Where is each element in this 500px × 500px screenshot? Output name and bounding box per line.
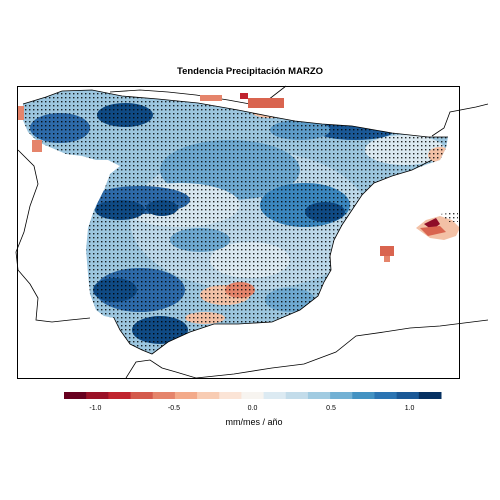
colorbar-swatch bbox=[130, 392, 154, 399]
colorbar-tick-label: 0.5 bbox=[326, 405, 336, 412]
colorbar-ticks: -1.0 -0.5 0.0 0.5 1.0 bbox=[89, 405, 414, 412]
colorbar-swatch bbox=[263, 392, 287, 399]
colorbar-tick-label: 0.0 bbox=[248, 405, 258, 412]
west-coast-negative-cells bbox=[18, 106, 24, 120]
colorbar-swatch bbox=[307, 392, 331, 399]
colorbar-tick-label: -1.0 bbox=[89, 405, 101, 412]
colorbar-swatch bbox=[418, 392, 442, 399]
colorbar-swatch bbox=[241, 392, 265, 399]
colorbar-swatch bbox=[86, 392, 109, 399]
colorbar-swatch bbox=[330, 392, 353, 399]
colorbar-swatch bbox=[197, 392, 220, 399]
colorbar-swatch bbox=[285, 392, 309, 399]
map-frame bbox=[17, 86, 460, 379]
colorbar-swatch bbox=[352, 392, 375, 399]
colorbar-swatch bbox=[396, 392, 420, 399]
colorbar-tick-label: -0.5 bbox=[168, 405, 180, 412]
north-coast-negative-cells bbox=[200, 95, 222, 101]
france-east-coastline bbox=[431, 103, 489, 137]
north-coast-negative-cells-2 bbox=[248, 98, 284, 108]
colorbar-swatch bbox=[374, 392, 398, 399]
colorbar-swatch bbox=[108, 392, 132, 399]
spain-coastline bbox=[22, 89, 448, 355]
colorbar-tick-label: 1.0 bbox=[405, 405, 415, 412]
galicia-negative-cells bbox=[32, 140, 42, 152]
colorbar-swatch bbox=[219, 392, 242, 399]
map-title: Tendencia Precipitación MARZO bbox=[176, 66, 324, 77]
colorbar bbox=[64, 392, 442, 399]
africa-coastline bbox=[125, 319, 489, 379]
colorbar-swatch bbox=[64, 392, 87, 399]
portugal-coastline bbox=[15, 149, 91, 323]
balearic-islands bbox=[380, 212, 460, 262]
colorbar-swatch bbox=[174, 392, 198, 399]
north-coast-strong-negative-cell bbox=[240, 93, 248, 99]
colorbar-label: mm/mes / año bbox=[225, 417, 283, 427]
colorbar-swatch bbox=[152, 392, 176, 399]
